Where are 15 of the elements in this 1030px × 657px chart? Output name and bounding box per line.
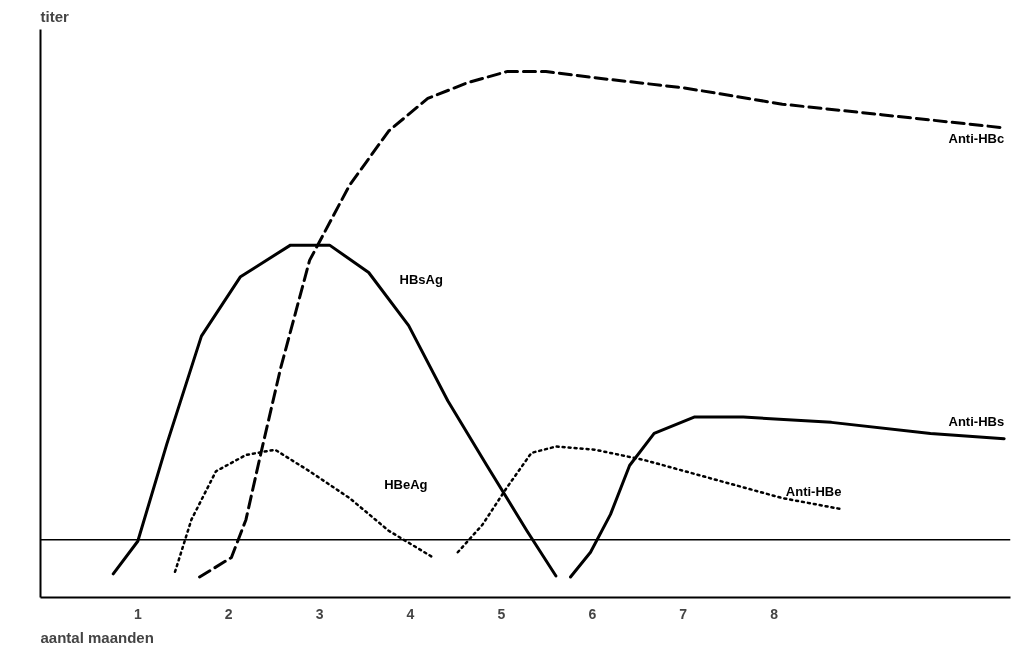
series-label: Anti-HBs (948, 413, 1005, 429)
x-tick-label: 5 (497, 605, 506, 622)
x-tick-label: 6 (588, 605, 597, 622)
x-axis-title: aantal maanden (40, 628, 154, 646)
x-tick-label: 7 (679, 605, 688, 622)
x-tick-label: 1 (133, 605, 142, 622)
x-tick-label: 3 (315, 605, 324, 622)
series-label: Anti-HBe (785, 484, 842, 500)
x-tick-label: 8 (770, 605, 779, 622)
x-tick-label: 4 (406, 605, 415, 622)
text: HBeAg (384, 476, 428, 492)
series-label: HBsAg (399, 272, 443, 288)
series-label: Anti-HBc (948, 130, 1005, 146)
x-tick-label: 2 (224, 605, 233, 622)
y-axis-title: titer (40, 7, 69, 25)
